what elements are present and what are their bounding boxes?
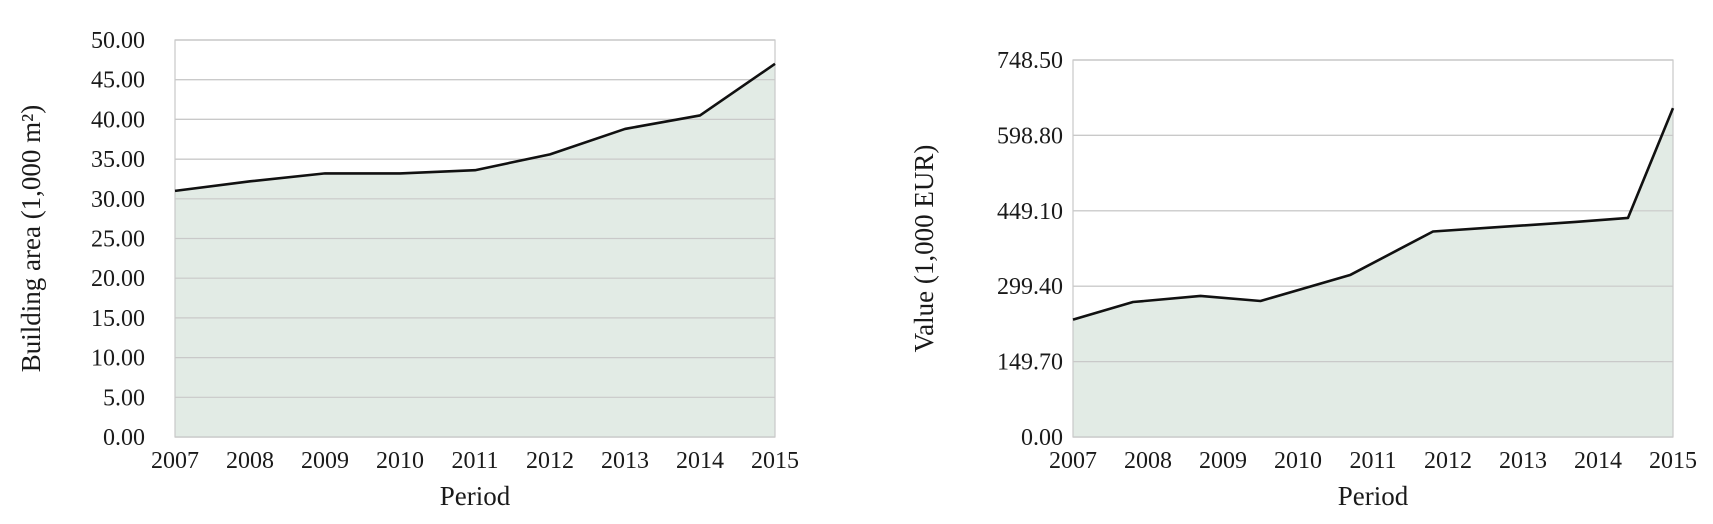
y-tick-label: 449.10 <box>997 199 1063 225</box>
x-tick-label: 2014 <box>676 448 724 474</box>
y-tick-label: 0.00 <box>103 425 145 451</box>
y-tick-label: 5.00 <box>103 385 145 411</box>
y-tick-label: 45.00 <box>91 68 145 94</box>
y-tick-label: 10.00 <box>91 346 145 372</box>
x-tick-label: 2012 <box>1424 448 1472 474</box>
x-tick-label: 2012 <box>526 448 574 474</box>
y-tick-label: 748.50 <box>997 48 1063 74</box>
x-tick-label: 2007 <box>151 448 199 474</box>
y-axis-title: Building area (1,000 m²) <box>16 105 46 373</box>
x-tick-label: 2010 <box>376 448 424 474</box>
series-area <box>1073 108 1673 438</box>
x-tick-label: 2010 <box>1274 448 1322 474</box>
x-axis-title: Period <box>440 481 511 511</box>
y-tick-label: 20.00 <box>91 266 145 292</box>
x-tick-label: 2013 <box>601 448 649 474</box>
y-tick-label: 0.00 <box>1021 425 1063 451</box>
y-tick-label: 25.00 <box>91 227 145 253</box>
x-tick-label: 2015 <box>1649 448 1697 474</box>
x-tick-label: 2008 <box>226 448 274 474</box>
x-tick-label: 2009 <box>301 448 349 474</box>
x-tick-label: 2014 <box>1574 448 1622 474</box>
x-tick-label: 2009 <box>1199 448 1247 474</box>
y-tick-label: 598.80 <box>997 123 1063 149</box>
x-tick-label: 2007 <box>1049 448 1097 474</box>
x-tick-label: 2011 <box>451 448 498 474</box>
x-tick-label: 2015 <box>751 448 799 474</box>
series-line <box>174 62 776 193</box>
y-tick-label: 149.70 <box>997 350 1063 376</box>
x-tick-label: 2011 <box>1349 448 1396 474</box>
y-axis-title: Value (1,000 EUR) <box>909 145 939 353</box>
chart-2: 0.00 149.70 299.40 449.10 598.80 748.50 2007 20… <box>909 48 1697 511</box>
x-axis-title: Period <box>1338 481 1409 511</box>
series-line <box>1072 107 1675 321</box>
y-tick-label: 40.00 <box>91 107 145 133</box>
x-tick-label: 2008 <box>1124 448 1172 474</box>
y-tick-label: 299.40 <box>997 274 1063 300</box>
y-tick-label: 15.00 <box>91 306 145 332</box>
y-tick-label: 35.00 <box>91 147 145 173</box>
y-tick-label: 50.00 <box>91 28 145 54</box>
chart-1: 0.00 5.00 10.00 15.00 20.00 25.00 30.00 35.00 40… <box>16 28 799 511</box>
x-tick-label: 2013 <box>1499 448 1547 474</box>
y-tick-label: 30.00 <box>91 187 145 213</box>
series-area <box>175 63 775 437</box>
